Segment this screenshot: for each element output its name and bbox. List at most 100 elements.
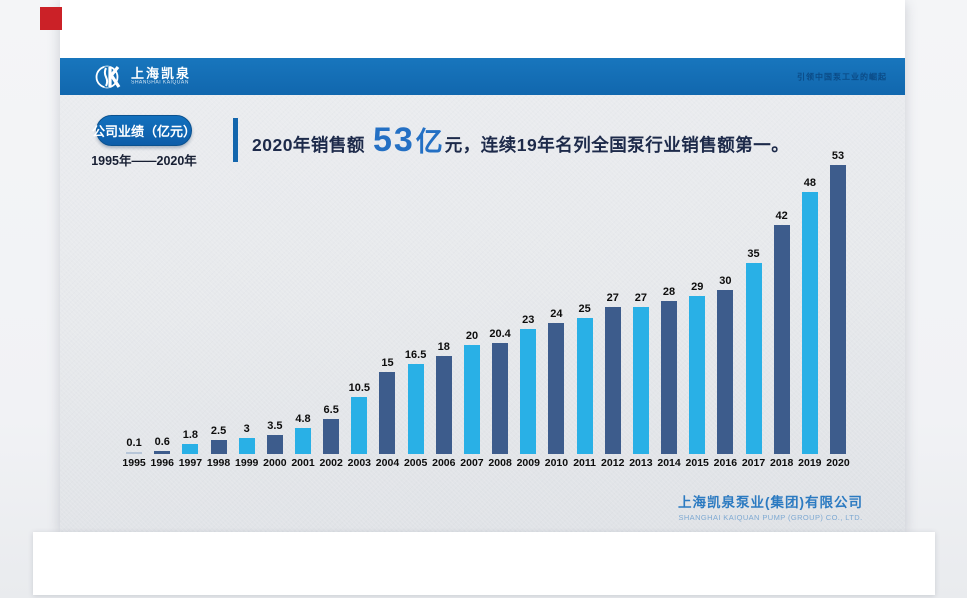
sales-bar-chart: 0.1 1995 0.6 1996 1.8 1997 2.5 1998 3 1999 3.5 2000… bbox=[120, 150, 852, 473]
bar bbox=[773, 225, 790, 454]
chart-column: 29 2015 bbox=[683, 150, 711, 473]
x-axis-year-label: 2001 bbox=[291, 457, 315, 469]
chart-column: 6.5 2002 bbox=[317, 150, 345, 473]
bar bbox=[801, 192, 818, 454]
title-highlight-unit: 亿 bbox=[415, 127, 443, 157]
bar bbox=[210, 440, 227, 454]
chart-column: 25 2011 bbox=[571, 150, 599, 473]
bar-value-label: 29 bbox=[691, 281, 704, 293]
red-marker bbox=[40, 7, 62, 30]
chart-column: 20 2007 bbox=[458, 150, 486, 473]
slide-header-bar: 上海凯泉 SHANGHAI KAIQUAN 引领中国泵工业的崛起 bbox=[60, 58, 905, 95]
title-prefix: 2020年销售额 bbox=[252, 135, 365, 155]
chart-column: 30 2016 bbox=[711, 150, 739, 473]
bar-value-label: 20 bbox=[465, 330, 479, 342]
bar bbox=[576, 318, 593, 454]
chart-title-badge: 公司业绩（亿元） bbox=[92, 115, 196, 146]
bar-value-label: 20.4 bbox=[489, 328, 511, 340]
bar-value-label: 1.8 bbox=[182, 429, 199, 441]
chart-column: 20.4 2008 bbox=[486, 150, 514, 473]
logo-text-cn: 上海凯泉 bbox=[131, 65, 192, 81]
bar bbox=[717, 290, 734, 454]
bar-value-label: 27 bbox=[634, 292, 648, 304]
slide-title: 2020年销售额 53 亿 元，连续19年名列全国泵行业销售额第一。 bbox=[252, 118, 789, 162]
x-axis-year-label: 1996 bbox=[150, 457, 174, 469]
bar bbox=[520, 329, 537, 454]
footer-company-en: SHANGHAI KAIQUAN PUMP (GROUP) CO., LTD. bbox=[678, 513, 863, 522]
bar bbox=[492, 343, 509, 454]
bar bbox=[689, 296, 706, 454]
chart-column: 15 2004 bbox=[373, 150, 401, 473]
x-axis-year-label: 2002 bbox=[319, 457, 343, 469]
chart-column: 2.5 1998 bbox=[204, 150, 232, 473]
bar-value-label: 48 bbox=[803, 177, 816, 189]
title-highlight-number: 53 bbox=[372, 121, 415, 159]
title-suffix: 元，连续19年名列全国泵行业销售额第一。 bbox=[444, 135, 790, 155]
chart-column: 3.5 2000 bbox=[261, 150, 289, 473]
bar-value-label: 25 bbox=[578, 303, 591, 315]
bar bbox=[435, 356, 452, 454]
x-axis-year-label: 2016 bbox=[713, 457, 738, 469]
next-sheet-edge bbox=[33, 532, 935, 595]
chart-column: 23 2009 bbox=[514, 150, 542, 473]
x-axis-year-label: 2009 bbox=[516, 457, 540, 469]
x-axis-year-label: 1998 bbox=[206, 457, 231, 469]
bar-value-label: 24 bbox=[550, 308, 563, 320]
chart-column: 35 2017 bbox=[739, 150, 767, 473]
x-axis-year-label: 2008 bbox=[488, 457, 512, 469]
x-axis-year-label: 2003 bbox=[347, 457, 371, 469]
bar bbox=[154, 451, 171, 454]
bar-value-label: 4.8 bbox=[295, 413, 311, 425]
logo-text-en: SHANGHAI KAIQUAN bbox=[131, 79, 189, 85]
x-axis-year-label: 2012 bbox=[601, 457, 625, 469]
presentation-slide: 上海凯泉 SHANGHAI KAIQUAN 引领中国泵工业的崛起 bbox=[60, 0, 905, 532]
x-axis-year-label: 2015 bbox=[685, 457, 709, 469]
x-axis-year-label: 2004 bbox=[375, 457, 400, 469]
slide-body bbox=[60, 95, 905, 532]
bar bbox=[463, 345, 480, 454]
chart-period-label: 1995年——2020年 bbox=[91, 154, 197, 168]
chart-column: 48 2019 bbox=[796, 150, 824, 473]
x-axis-year-label: 2005 bbox=[403, 457, 428, 469]
chart-column: 4.8 2001 bbox=[289, 150, 317, 473]
x-axis-year-label: 2014 bbox=[657, 457, 681, 469]
footer-company-cn: 上海凯泉泵业(集团)有限公司 bbox=[678, 495, 863, 510]
bar bbox=[661, 301, 678, 454]
x-axis-year-label: 1999 bbox=[235, 457, 259, 469]
chart-column: 0.1 1995 bbox=[120, 150, 148, 473]
bar-value-label: 35 bbox=[747, 248, 760, 260]
bar bbox=[604, 307, 621, 454]
bar-value-label: 0.1 bbox=[126, 437, 142, 449]
bar bbox=[829, 165, 846, 454]
bar bbox=[295, 428, 312, 454]
bar-value-label: 15 bbox=[381, 357, 394, 369]
bar bbox=[182, 444, 199, 454]
header-slogan: 引领中国泵工业的崛起 bbox=[797, 72, 887, 81]
x-axis-year-label: 2018 bbox=[769, 457, 794, 469]
bar-value-label: 3 bbox=[243, 423, 250, 435]
x-axis-year-label: 2017 bbox=[741, 457, 766, 469]
chart-column: 3 1999 bbox=[233, 150, 261, 473]
x-axis-year-label: 2013 bbox=[629, 457, 653, 469]
chart-column: 28 2014 bbox=[655, 150, 683, 473]
x-axis-year-label: 2020 bbox=[826, 457, 850, 469]
x-axis-year-label: 1997 bbox=[178, 457, 203, 469]
chart-column: 24 2010 bbox=[542, 150, 570, 473]
bar-value-label: 2.5 bbox=[210, 425, 227, 437]
bar-value-label: 3.5 bbox=[267, 420, 283, 432]
chart-column: 27 2013 bbox=[627, 150, 655, 473]
bar-value-label: 42 bbox=[775, 210, 788, 222]
bar-value-label: 18 bbox=[437, 341, 450, 353]
bar-value-label: 53 bbox=[831, 150, 845, 162]
bar-value-label: 28 bbox=[662, 286, 676, 298]
bar bbox=[407, 364, 424, 454]
bar-value-label: 30 bbox=[719, 275, 732, 287]
bar-value-label: 23 bbox=[522, 314, 535, 326]
x-axis-year-label: 2010 bbox=[544, 457, 569, 469]
bar bbox=[323, 419, 340, 454]
bar bbox=[351, 397, 368, 454]
company-logo: 上海凯泉 SHANGHAI KAIQUAN bbox=[94, 62, 199, 92]
x-axis-year-label: 1995 bbox=[122, 457, 146, 469]
chart-column: 27 2012 bbox=[599, 150, 627, 473]
